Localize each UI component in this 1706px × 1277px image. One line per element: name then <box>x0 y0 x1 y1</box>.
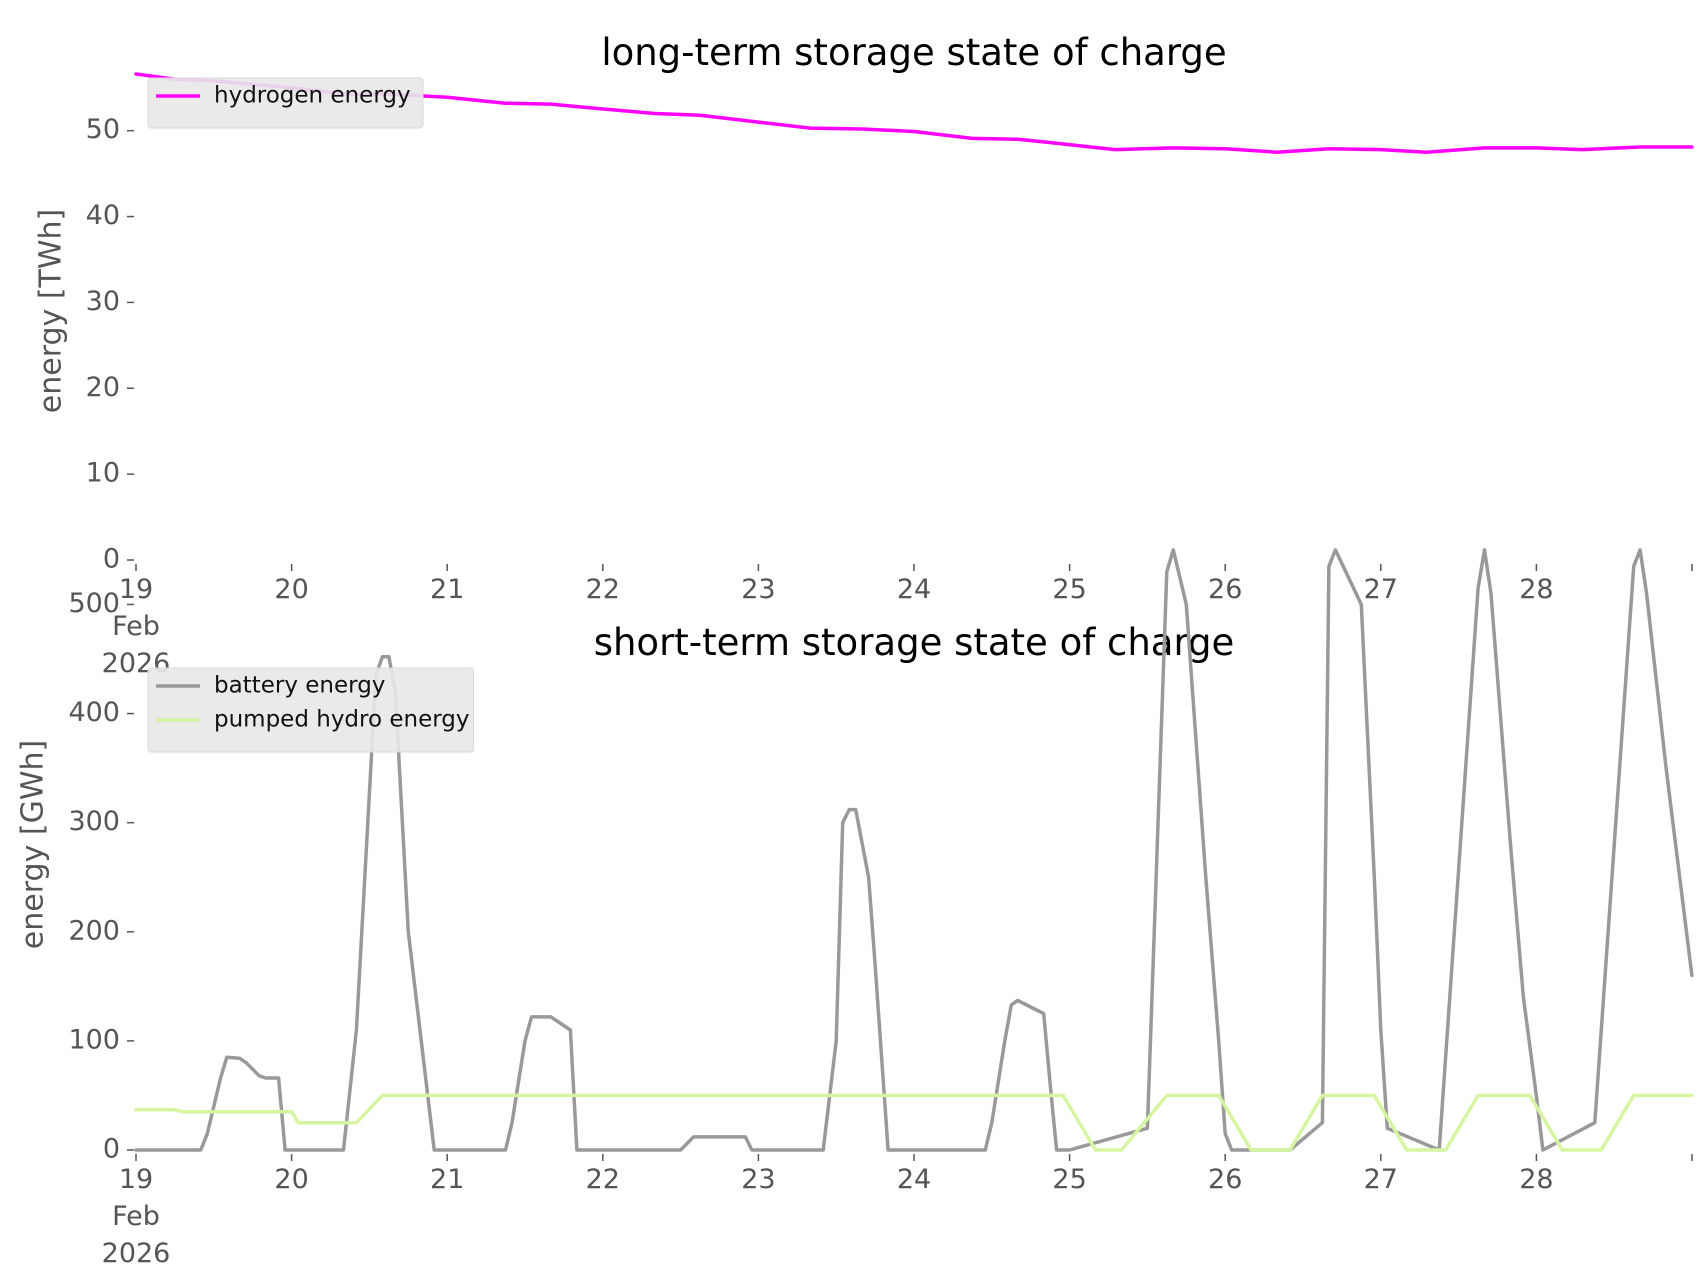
x-tick-label: 20 <box>274 1164 308 1195</box>
x-tick-label: 26 <box>1208 1164 1242 1195</box>
chart-title: short-term storage state of charge <box>594 621 1235 664</box>
x-tick-label: 19 Feb 2026 <box>102 1164 171 1269</box>
legend-box <box>147 77 424 129</box>
y-tick-label: 100 <box>68 1024 120 1055</box>
legend-label: battery energy <box>214 673 385 699</box>
x-tick-label: 23 <box>741 1164 775 1195</box>
y-tick-label: 200 <box>68 915 120 946</box>
y-tick-label: 30 <box>86 286 120 317</box>
x-tick-label: 27 <box>1364 574 1398 605</box>
legend-label: hydrogen energy <box>214 83 411 109</box>
legend-box <box>147 667 474 753</box>
x-tick-label: 26 <box>1208 574 1242 605</box>
y-axis-label: energy [GWh] <box>16 740 51 949</box>
x-tick-label: 20 <box>274 574 308 605</box>
x-tick-label: 19 Feb 2026 <box>102 574 171 679</box>
x-tick-label: 28 <box>1519 1164 1553 1195</box>
y-tick-label: 400 <box>68 697 120 728</box>
y-tick-label: 10 <box>86 458 120 489</box>
series-line <box>134 1093 1694 1152</box>
x-tick-label: 21 <box>430 1164 464 1195</box>
y-tick-label: 500 <box>68 588 120 619</box>
y-tick-label: 20 <box>86 372 120 403</box>
chart-title: long-term storage state of charge <box>601 31 1226 74</box>
x-tick-label: 23 <box>741 574 775 605</box>
y-tick-label: 50 <box>86 114 120 145</box>
y-tick-label: 0 <box>103 544 120 575</box>
y-tick-label: 300 <box>68 806 120 837</box>
y-tick-label: 40 <box>86 200 120 231</box>
x-tick-label: 25 <box>1052 1164 1086 1195</box>
x-tick-label: 25 <box>1052 574 1086 605</box>
x-tick-label: 24 <box>897 574 931 605</box>
x-tick-label: 22 <box>586 1164 620 1195</box>
x-tick-label: 27 <box>1364 1164 1398 1195</box>
legend-label: pumped hydro energy <box>214 707 470 733</box>
y-axis-label: energy [TWh] <box>34 209 69 413</box>
y-tick-label: 0 <box>103 1134 120 1165</box>
x-tick-label: 22 <box>586 574 620 605</box>
series-line <box>134 548 1694 1152</box>
x-tick-label: 21 <box>430 574 464 605</box>
x-tick-label: 28 <box>1519 574 1553 605</box>
x-tick-label: 24 <box>897 1164 931 1195</box>
